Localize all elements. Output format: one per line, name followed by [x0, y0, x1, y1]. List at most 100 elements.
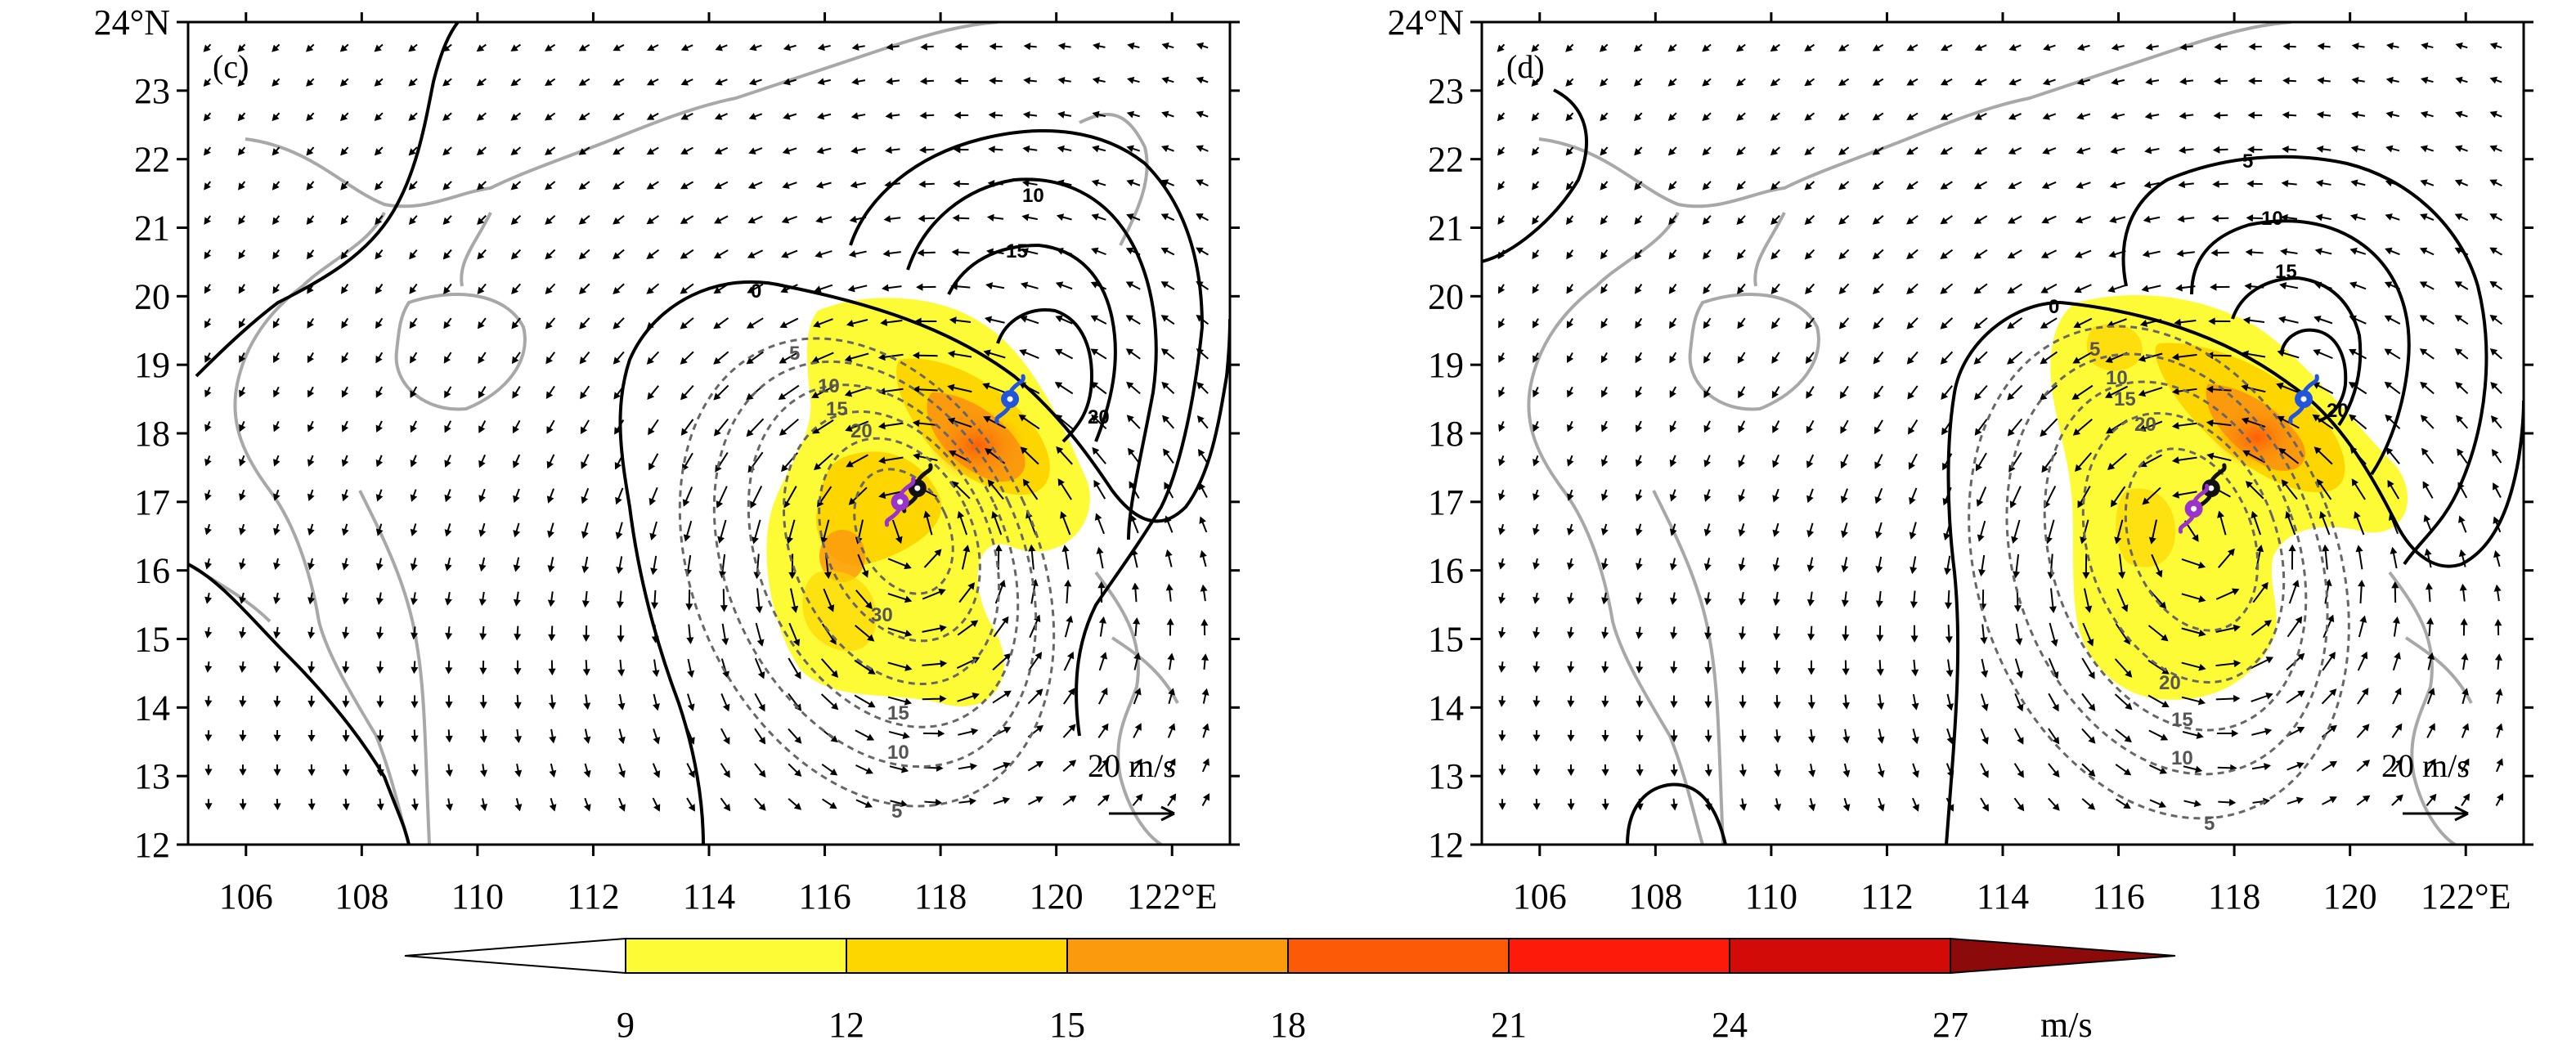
wind-vector-head — [2145, 43, 2153, 52]
wind-vector-head — [721, 638, 729, 646]
lat-tick-label: 12 — [134, 825, 170, 865]
typhoon-icon — [994, 374, 1025, 424]
wind-vector-head — [2159, 767, 2167, 774]
wind-vector-head — [203, 113, 211, 122]
wind-vector-head — [2319, 511, 2327, 519]
wind-vector-head — [647, 44, 655, 52]
wind-vector-head — [971, 728, 979, 736]
wind-vector-head — [2489, 145, 2497, 152]
wind-vector-head — [2217, 510, 2224, 518]
wind-vector-head — [715, 43, 723, 52]
wind-vector-head — [1772, 529, 1780, 537]
wind-vector-head — [1940, 321, 1948, 329]
wind-vector-head — [848, 497, 856, 505]
wind-vector-head — [1944, 567, 1952, 576]
wind-vector-head — [1033, 614, 1041, 623]
wind-vector-head — [1054, 382, 1063, 389]
wind-vector-head — [1567, 493, 1574, 501]
wind-vector-head — [867, 634, 875, 642]
wind-vector-head — [2172, 491, 2180, 499]
wind-vector-head — [2123, 768, 2132, 776]
wind-vector-head — [846, 460, 854, 468]
wind-vector-head — [1497, 44, 1505, 52]
wind-vector-head — [1168, 723, 1176, 731]
wind-vector-head — [476, 113, 485, 121]
wind-vector-head — [204, 493, 212, 501]
wind-vector-head — [912, 385, 920, 393]
wind-vector-head — [680, 428, 689, 436]
wind-vector-head — [1973, 356, 1981, 365]
wind-vector-head — [2458, 549, 2466, 558]
wind-vector-head — [239, 734, 247, 742]
wind-vector-head — [2313, 349, 2321, 356]
wind-vector-head — [2281, 479, 2289, 487]
wind-vector-head — [239, 459, 246, 467]
wind-vector-head — [2013, 571, 2021, 579]
wind-vector-head — [2313, 315, 2322, 323]
lat-tick-label: 18 — [1428, 414, 1464, 454]
wind-vector-head — [477, 321, 485, 329]
wind-vector-head — [649, 532, 657, 541]
wind-vector-head — [1841, 565, 1849, 573]
wind-vector-head — [341, 563, 349, 571]
wind-vector-head — [2384, 348, 2393, 356]
wind-vector-head — [1160, 315, 1169, 322]
wind-vector-head — [2210, 249, 2218, 257]
wind-vector-head — [1704, 701, 1712, 709]
wind-vector-head — [411, 701, 419, 709]
wind-vector-head — [864, 601, 873, 610]
wind-vector-head — [2462, 723, 2470, 731]
wind-vector-head — [880, 318, 888, 326]
wind-vector-head — [476, 148, 485, 156]
wind-vector-head — [1498, 321, 1506, 329]
wind-vector-head — [1531, 78, 1539, 87]
wind-vector-head — [1738, 459, 1745, 468]
wind-vector-head — [613, 217, 621, 225]
wind-vector-head — [1838, 217, 1847, 225]
wind-vector-head — [514, 769, 523, 778]
wind-vector-head — [545, 217, 553, 225]
wind-vector-head — [2489, 110, 2497, 119]
wind-vector-head — [1532, 217, 1539, 225]
wind-vector-head — [1804, 78, 1812, 87]
wind-vector-head — [617, 635, 625, 643]
wind-vector-head — [687, 703, 695, 711]
wind-vector-head — [479, 769, 487, 778]
wind-vector-head — [479, 702, 487, 709]
wind-vector-head — [1703, 390, 1711, 398]
typhoon-icon — [2288, 374, 2319, 424]
wind-vector-head — [307, 563, 315, 571]
wind-vector-head — [2076, 147, 2085, 155]
wind-vector-head — [2277, 415, 2285, 423]
colorbar-tick-label: 21 — [1491, 1005, 1527, 1045]
wind-vector-head — [1498, 665, 1506, 673]
wind-vector-head — [2312, 414, 2320, 422]
wind-vector-head — [2282, 146, 2289, 154]
wind-vector-head — [904, 595, 913, 603]
wind-vector-head — [1877, 769, 1885, 778]
wind-vector-head — [307, 424, 315, 433]
wind-vector-head — [2088, 736, 2096, 744]
wind-vector-head — [613, 113, 621, 120]
positive-anomaly-contours — [1482, 88, 2524, 845]
wind-vector-head — [1804, 182, 1812, 191]
wind-vector-head — [1636, 769, 1644, 777]
lat-tick-label: 15 — [1428, 620, 1464, 660]
wind-vector-head — [1021, 213, 1030, 222]
wind-vector-head — [1973, 252, 1982, 259]
wind-vector-head — [1498, 630, 1506, 639]
wind-vector-head — [2489, 247, 2497, 254]
wind-vector-head — [581, 461, 588, 469]
wind-vector-head — [1805, 356, 1813, 365]
wind-vector-head — [1738, 529, 1746, 537]
wind-vector-head — [613, 252, 621, 260]
wind-vector-head — [2489, 76, 2498, 84]
wind-vector-head — [1772, 425, 1779, 433]
wind-vector-head — [2197, 561, 2206, 569]
wind-vector-head — [512, 425, 519, 434]
wind-vector-head — [1133, 616, 1141, 625]
wind-vector-head — [923, 510, 931, 518]
wind-vector-head — [1635, 390, 1642, 398]
wind-vector-head — [2107, 285, 2116, 293]
wind-vector-head — [2280, 213, 2288, 222]
